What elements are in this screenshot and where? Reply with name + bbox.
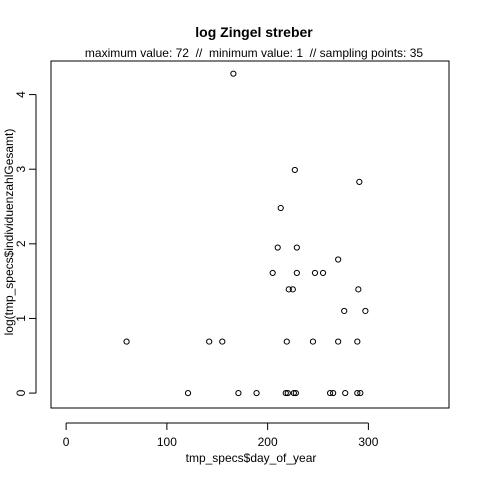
x-tick-label: 200 <box>258 435 278 449</box>
data-point <box>289 286 296 293</box>
y-tick-label: 2 <box>14 240 28 247</box>
data-point <box>356 178 363 185</box>
data-point <box>355 286 362 293</box>
data-point <box>285 286 292 293</box>
x-tick-label: 100 <box>157 435 177 449</box>
data-point <box>341 307 348 315</box>
data-point <box>291 166 298 174</box>
data-point <box>219 338 226 345</box>
data-point <box>123 338 130 345</box>
data-point <box>335 256 342 263</box>
y-tick-label: 3 <box>14 166 28 173</box>
data-point <box>235 389 242 397</box>
data-point <box>253 389 260 397</box>
data-point <box>354 389 361 397</box>
data-point <box>269 269 276 277</box>
data-point <box>335 338 342 345</box>
chart-title: log Zingel streber <box>195 24 313 40</box>
data-point <box>292 389 299 397</box>
data-point <box>283 338 290 345</box>
data-point <box>282 389 289 397</box>
plot-frame <box>50 60 450 409</box>
data-point <box>362 307 369 315</box>
data-point <box>284 389 291 397</box>
data-point <box>354 338 361 345</box>
y-tick-label: 1 <box>14 315 28 322</box>
data-point <box>319 269 327 277</box>
data-point <box>342 389 349 397</box>
data-point <box>274 244 281 251</box>
x-axis-label: tmp_specs$day_of_year <box>186 451 317 465</box>
y-tick-label: 4 <box>14 91 28 98</box>
data-point <box>309 338 317 345</box>
y-axis: 0 1 2 3 4 <box>14 91 37 396</box>
y-tick-label: 0 <box>14 389 28 396</box>
data-point <box>293 269 300 277</box>
data-point <box>357 389 364 397</box>
data-points <box>123 70 369 397</box>
data-point <box>330 389 337 397</box>
data-point <box>290 389 297 397</box>
data-point <box>184 389 192 397</box>
data-point <box>311 269 319 277</box>
data-point <box>293 244 300 251</box>
y-axis-label: log(tmp_specs$individuenzahlGesamt) <box>2 129 16 336</box>
data-point <box>206 338 213 345</box>
chart-subtitle: maximum value: 72 // minimum value: 1 //… <box>85 46 423 60</box>
data-point <box>277 204 284 212</box>
x-axis: 0 100 200 300 <box>63 422 379 449</box>
x-tick-label: 0 <box>63 435 70 449</box>
data-point <box>327 389 334 397</box>
data-point <box>230 70 237 77</box>
x-tick-label: 300 <box>358 435 378 449</box>
